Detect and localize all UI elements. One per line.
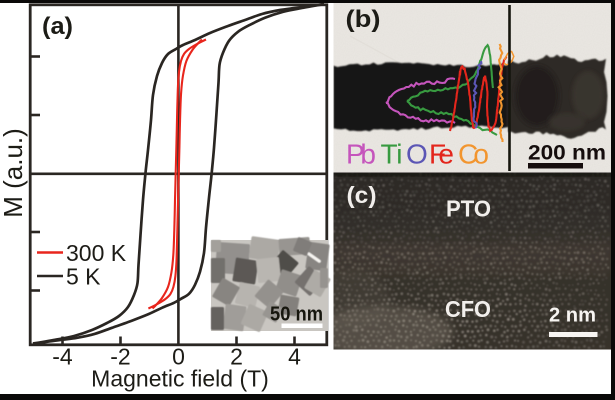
svg-text:O: O xyxy=(406,139,428,170)
svg-text:200 nm: 200 nm xyxy=(528,141,606,165)
svg-text:2 nm: 2 nm xyxy=(549,304,596,327)
svg-text:(b): (b) xyxy=(346,6,381,33)
svg-text:2: 2 xyxy=(230,344,243,370)
svg-text:Pb: Pb xyxy=(346,139,376,170)
svg-text:-2: -2 xyxy=(110,344,130,370)
svg-text:-4: -4 xyxy=(52,344,73,370)
svg-text:M (a.u.): M (a.u.) xyxy=(0,128,28,218)
svg-text:Co: Co xyxy=(458,139,489,170)
svg-text:50 nm: 50 nm xyxy=(270,303,323,326)
svg-text:Magnetic field (T): Magnetic field (T) xyxy=(91,366,269,392)
svg-text:(c): (c) xyxy=(347,182,377,208)
svg-text:PTO: PTO xyxy=(446,196,491,222)
svg-text:Fe: Fe xyxy=(429,139,454,170)
svg-text:Ti: Ti xyxy=(381,139,403,170)
svg-text:5 K: 5 K xyxy=(66,264,101,290)
svg-text:0: 0 xyxy=(172,344,185,370)
svg-text:(a): (a) xyxy=(42,13,73,40)
svg-text:CFO: CFO xyxy=(445,296,491,322)
svg-text:4: 4 xyxy=(288,344,301,370)
svg-text:300 K: 300 K xyxy=(66,240,127,266)
